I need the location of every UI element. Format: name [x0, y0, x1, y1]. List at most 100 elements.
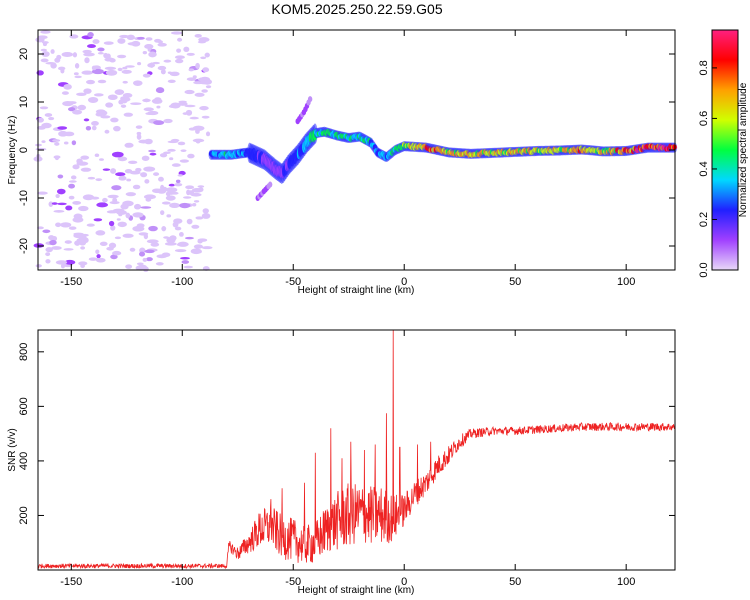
noise-blob: [113, 125, 121, 132]
noise-blob: [120, 203, 129, 210]
noise-blob: [204, 52, 210, 58]
noise-blob: [41, 140, 46, 144]
noise-blob: [205, 131, 211, 137]
noise-blob: [122, 66, 128, 70]
noise-blob: [185, 185, 195, 190]
noise-blob: [96, 254, 101, 259]
noise-blob: [108, 220, 115, 227]
noise-blob: [143, 107, 154, 112]
noise-blob: [130, 102, 142, 106]
noise-blob: [144, 249, 155, 254]
noise-blob: [184, 236, 194, 240]
noise-blob: [37, 191, 48, 195]
noise-blob: [48, 201, 54, 207]
noise-blob: [33, 243, 44, 248]
colorbar-tick-label: 0.4: [698, 161, 710, 176]
noise-blob: [153, 172, 160, 176]
spectrogram-signal: [208, 96, 678, 201]
noise-blob: [41, 41, 49, 44]
noise-blob: [181, 260, 190, 264]
snr-plot: -150 -100 -50 0 50 100 200 400 600 800 Height of…: [7, 329, 676, 596]
noise-blob: [63, 83, 72, 90]
noise-blob: [91, 65, 97, 71]
noise-blob: [64, 240, 72, 244]
noise-blob: [95, 249, 100, 254]
noise-blob: [104, 129, 110, 134]
noise-blob: [189, 116, 199, 120]
noise-blob: [45, 247, 53, 253]
noise-blob: [100, 115, 111, 119]
spectrogram-x-tick-label: 100: [617, 276, 635, 288]
noise-blob: [95, 257, 106, 263]
noise-blob: [87, 32, 94, 38]
noise-blob: [193, 244, 204, 249]
noise-blob: [142, 51, 148, 55]
noise-blob: [80, 155, 90, 160]
noise-blob: [142, 73, 151, 78]
noise-blob: [192, 203, 197, 207]
noise-blob: [199, 106, 209, 111]
noise-blob: [95, 178, 103, 182]
noise-blob: [200, 56, 207, 60]
noise-blob: [103, 52, 109, 59]
noise-blob: [194, 33, 202, 38]
noise-blob: [48, 235, 55, 241]
noise-blob: [118, 175, 127, 181]
noise-blob: [161, 201, 171, 205]
noise-blob: [78, 240, 87, 246]
noise-blob: [83, 88, 92, 94]
noise-blob: [191, 224, 200, 229]
noise-blob: [122, 233, 134, 238]
noise-blob: [132, 184, 141, 190]
noise-blob: [138, 232, 149, 236]
snr-y-tick-label: 600: [18, 397, 30, 415]
noise-blob: [122, 80, 128, 84]
noise-blob: [197, 40, 207, 44]
noise-blob: [53, 209, 65, 213]
noise-blob: [157, 40, 163, 44]
noise-blob: [195, 62, 200, 69]
noise-blob: [143, 194, 156, 200]
noise-blob: [165, 195, 176, 201]
snr-x-tick-label: 50: [509, 576, 521, 588]
noise-blob: [192, 138, 205, 143]
noise-blob: [71, 140, 77, 146]
noise-blob: [186, 77, 197, 81]
noise-blob: [152, 61, 160, 65]
noise-blob: [155, 87, 165, 94]
noise-blob: [68, 180, 77, 183]
noise-blob: [76, 92, 87, 97]
noise-blob: [177, 37, 183, 42]
noise-blob: [104, 66, 117, 70]
noise-blob: [163, 59, 172, 63]
noise-blob: [177, 102, 188, 106]
noise-blob: [159, 153, 168, 158]
noise-blob: [110, 254, 118, 260]
noise-blob: [125, 65, 135, 68]
noise-blob: [125, 264, 133, 269]
noise-blob: [163, 118, 173, 124]
noise-blob: [40, 30, 51, 34]
noise-blob: [197, 239, 203, 244]
noise-blob: [124, 142, 134, 148]
noise-blob: [186, 218, 193, 225]
noise-blob: [39, 106, 49, 110]
noise-blob: [169, 71, 180, 77]
noise-blob: [48, 116, 55, 121]
noise-blob: [157, 65, 167, 71]
colorbar-gradient: [711, 29, 739, 271]
spectrogram-x-tick-label: 0: [401, 276, 407, 288]
noise-blob: [45, 62, 56, 65]
noise-blob: [54, 155, 60, 161]
colorbar-axis: 0.0 0.2 0.4 0.6 0.8: [698, 60, 717, 278]
noise-blob: [72, 164, 80, 170]
noise-blob: [70, 175, 77, 180]
noise-blob: [85, 125, 92, 131]
noise-blob: [136, 134, 142, 140]
noise-blob: [136, 262, 144, 266]
noise-blob: [69, 34, 79, 39]
noise-blob: [173, 218, 183, 224]
noise-blob: [93, 218, 103, 222]
noise-blob: [125, 192, 137, 197]
